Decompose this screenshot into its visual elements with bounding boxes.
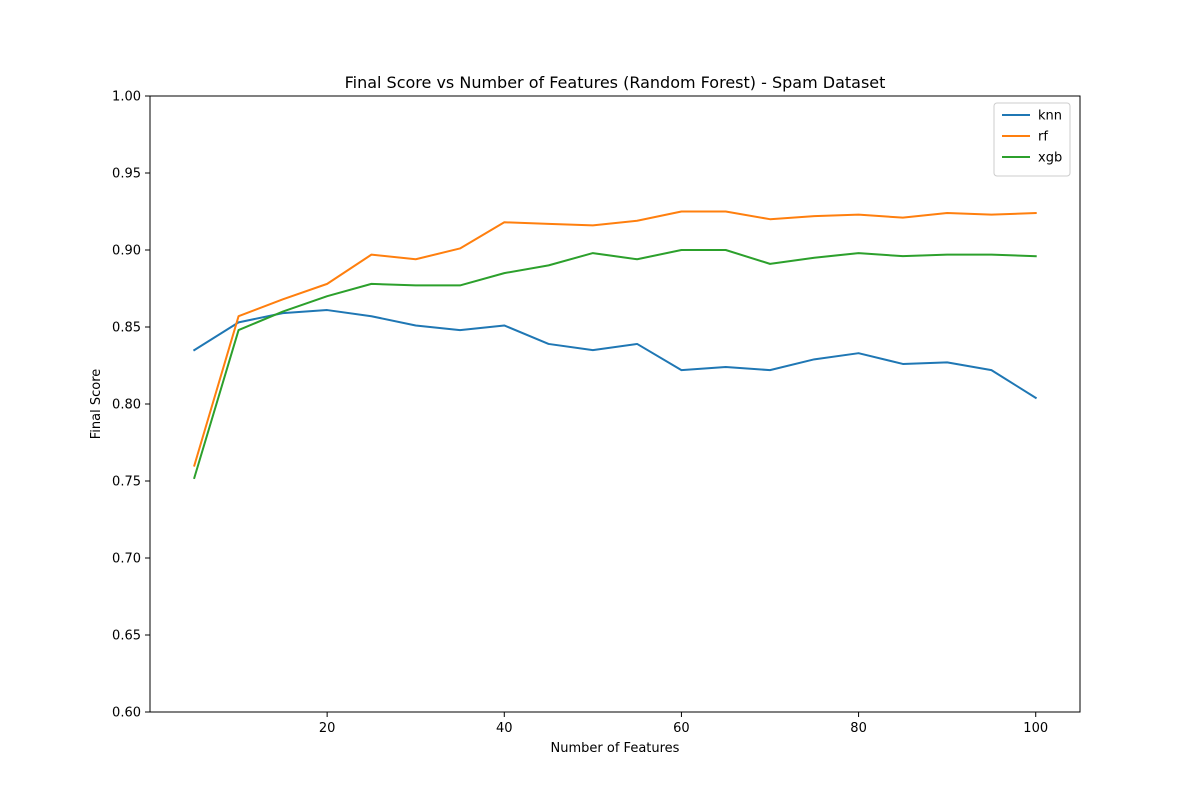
y-tick-label: 0.70 — [112, 552, 141, 567]
legend-label-knn: knn — [1038, 109, 1062, 124]
y-tick-label: 0.80 — [112, 398, 141, 413]
y-axis-label: Final Score — [89, 369, 104, 440]
y-tick-label: 0.75 — [112, 475, 141, 490]
y-tick-label: 0.85 — [112, 321, 141, 336]
y-tick-label: 1.00 — [112, 90, 141, 105]
x-axis-label: Number of Features — [551, 741, 680, 756]
y-tick-label: 0.60 — [112, 706, 141, 721]
x-tick-label: 60 — [673, 721, 690, 736]
y-tick-label: 0.65 — [112, 629, 141, 644]
legend: knn rf xgb — [993, 102, 1071, 177]
legend-label-xgb: xgb — [1038, 151, 1062, 166]
x-tick-label: 100 — [1023, 721, 1048, 736]
legend-label-rf: rf — [1038, 130, 1048, 145]
plot-area: 20 40 60 80 100 0.60 0.65 0.70 0.75 0.80 0.85 0.90 0… — [112, 90, 1081, 736]
y-tick-label: 0.90 — [112, 244, 141, 259]
series-line-knn — [192, 309, 1038, 400]
series-line-rf — [193, 210, 1037, 467]
x-tick-label: 40 — [496, 721, 513, 736]
series-line-xgb — [193, 249, 1037, 480]
x-tick-label: 20 — [319, 721, 336, 736]
x-tick-label: 80 — [850, 721, 867, 736]
y-tick-label: 0.95 — [112, 167, 141, 182]
chart-title: Final Score vs Number of Features (Rando… — [345, 73, 886, 92]
